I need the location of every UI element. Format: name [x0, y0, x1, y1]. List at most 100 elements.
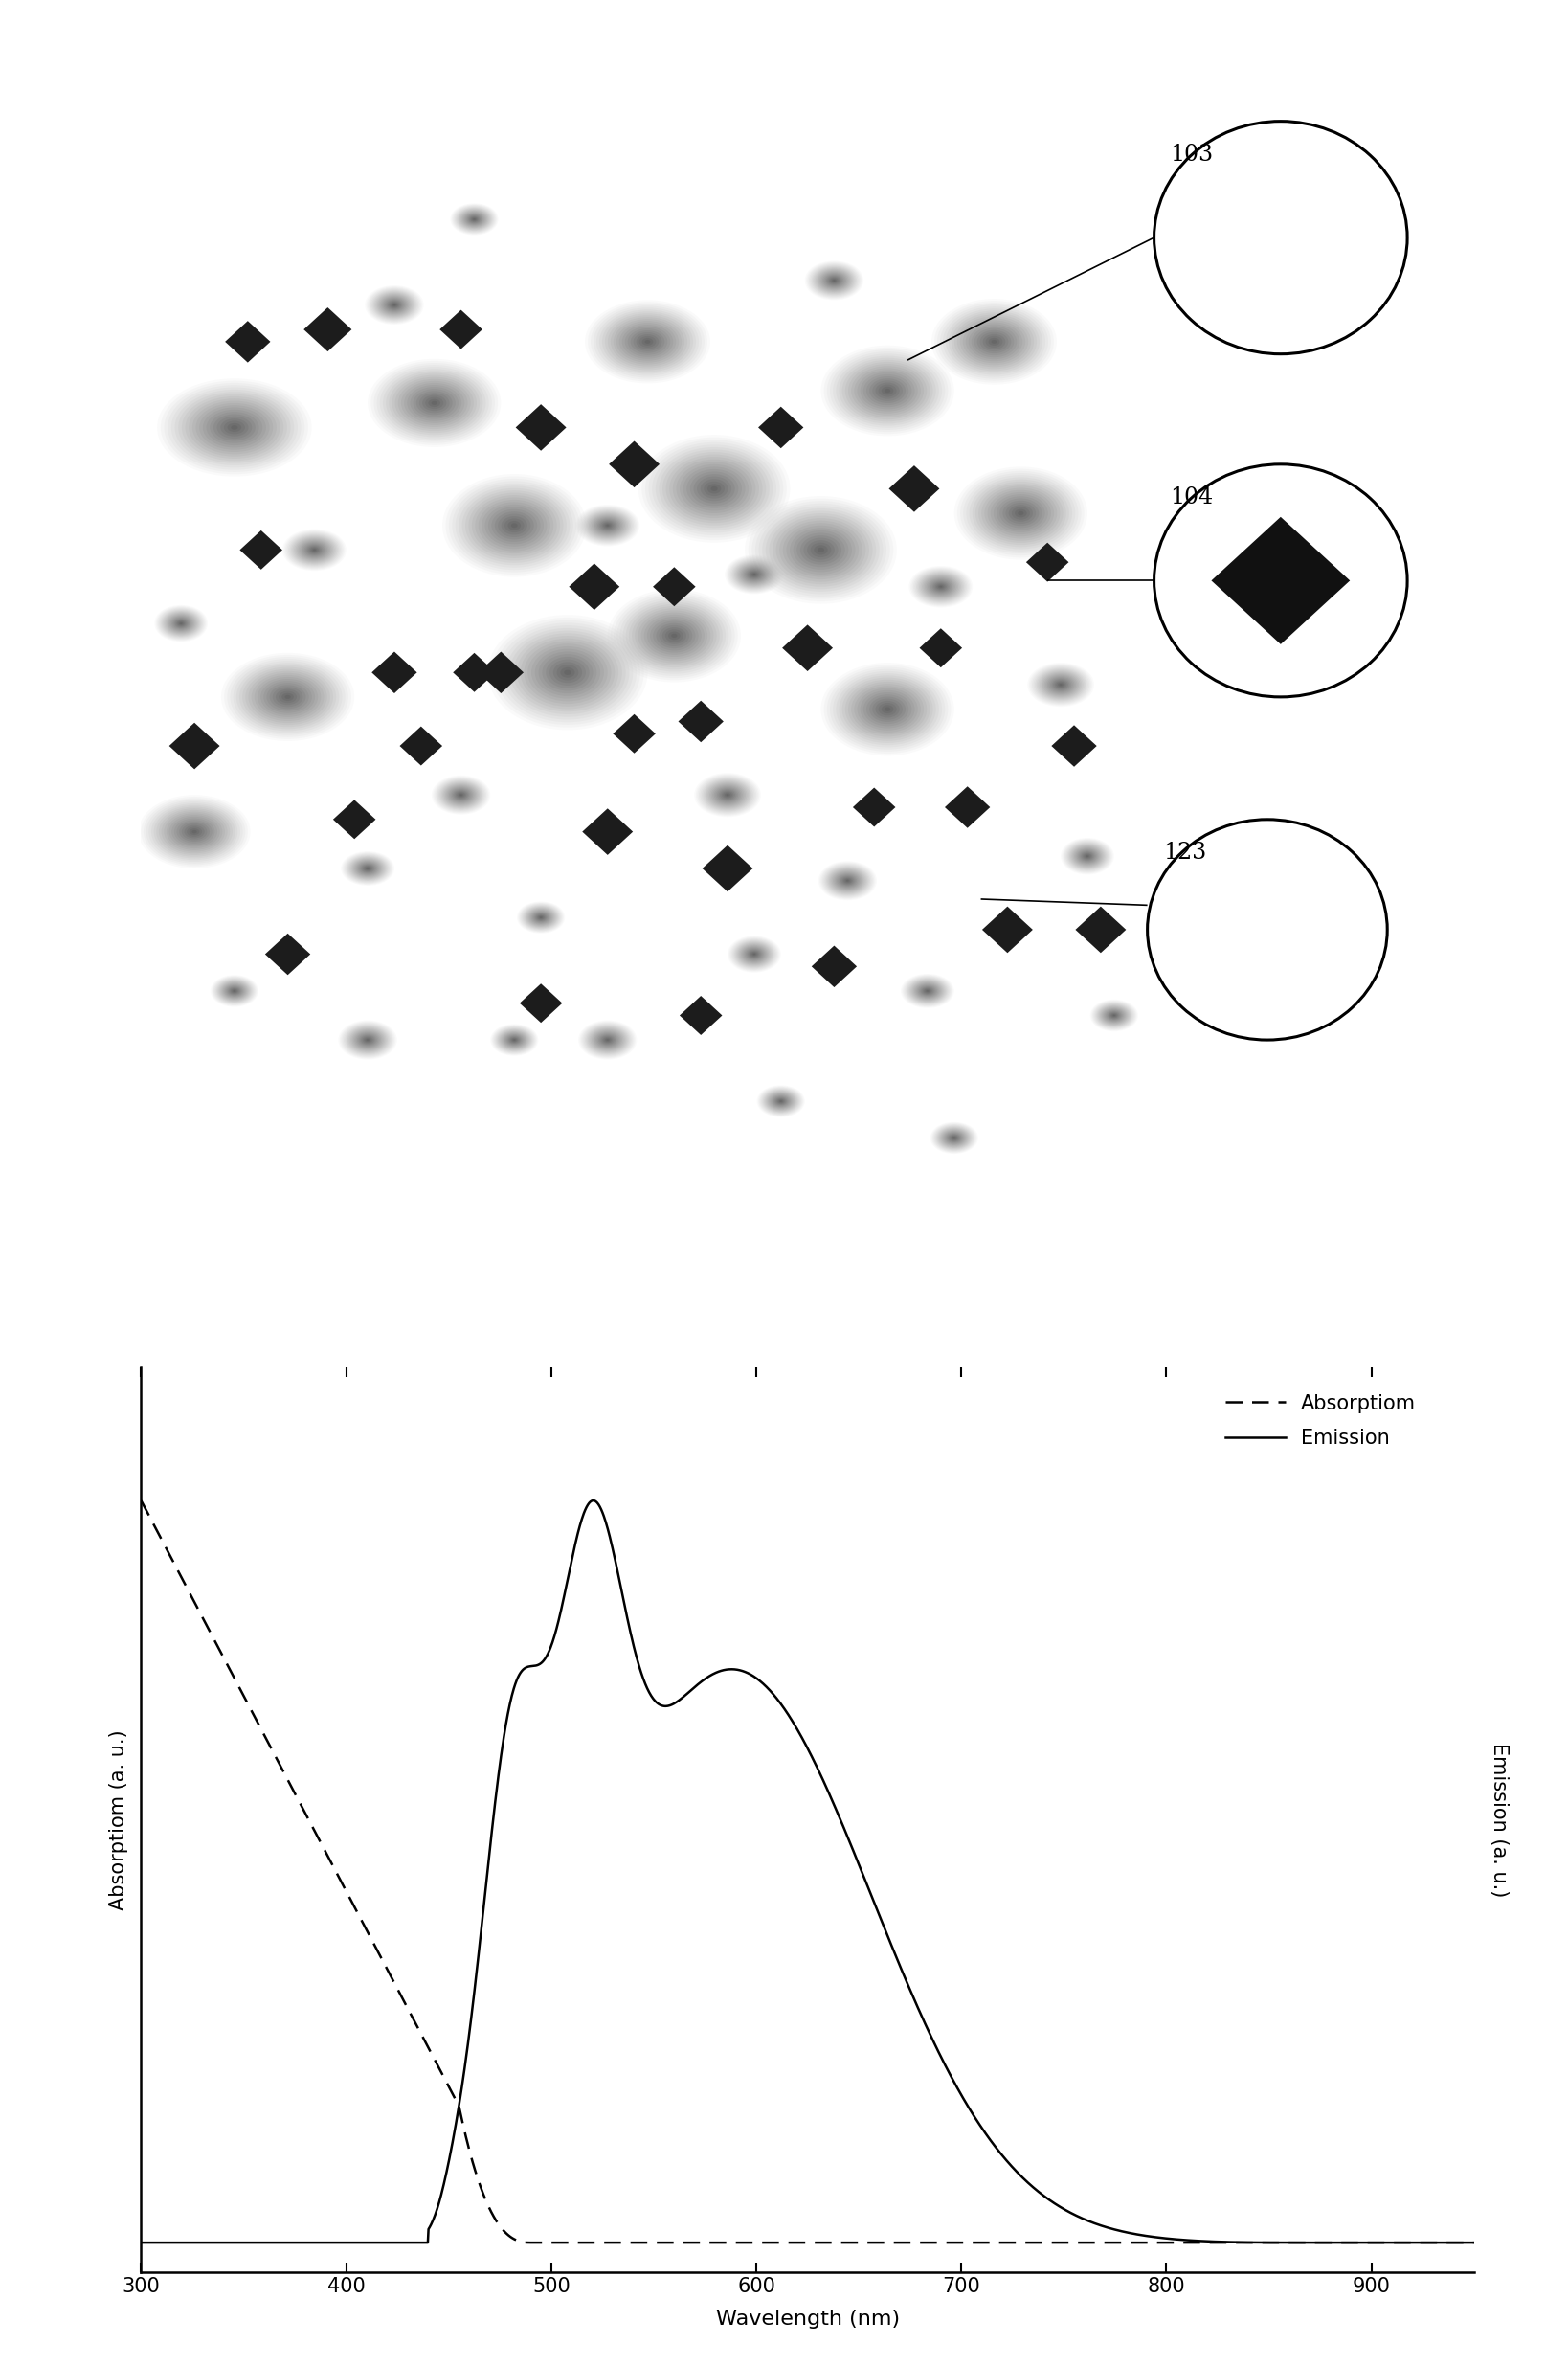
Ellipse shape [588, 1027, 627, 1053]
Ellipse shape [903, 975, 952, 1006]
Ellipse shape [1093, 1001, 1135, 1030]
Ellipse shape [144, 798, 245, 864]
Ellipse shape [949, 310, 1040, 374]
Ellipse shape [842, 360, 933, 421]
Ellipse shape [456, 206, 492, 232]
Ellipse shape [168, 386, 301, 469]
Ellipse shape [655, 623, 693, 649]
Ellipse shape [456, 793, 466, 798]
Ellipse shape [492, 1025, 536, 1053]
Ellipse shape [588, 514, 627, 537]
Ellipse shape [812, 265, 856, 296]
Ellipse shape [684, 466, 745, 511]
Ellipse shape [554, 663, 582, 684]
Ellipse shape [191, 831, 198, 833]
Polygon shape [400, 727, 442, 765]
Polygon shape [265, 933, 310, 975]
Ellipse shape [224, 985, 245, 997]
Ellipse shape [666, 454, 762, 523]
Ellipse shape [499, 514, 530, 537]
Ellipse shape [560, 667, 575, 677]
Ellipse shape [342, 852, 394, 885]
Ellipse shape [746, 949, 762, 961]
Ellipse shape [347, 854, 389, 883]
Ellipse shape [162, 611, 201, 637]
Ellipse shape [1071, 845, 1104, 866]
Ellipse shape [638, 436, 790, 542]
Ellipse shape [447, 786, 475, 805]
Ellipse shape [494, 1027, 535, 1053]
Ellipse shape [216, 417, 252, 438]
Ellipse shape [419, 393, 450, 412]
Ellipse shape [1090, 999, 1138, 1032]
Ellipse shape [1254, 925, 1279, 944]
Ellipse shape [775, 1096, 787, 1105]
Ellipse shape [743, 568, 765, 582]
Ellipse shape [767, 1091, 795, 1110]
Ellipse shape [1276, 244, 1284, 251]
Ellipse shape [227, 424, 241, 431]
Ellipse shape [629, 604, 720, 667]
Ellipse shape [491, 1025, 538, 1056]
Ellipse shape [453, 206, 495, 232]
Ellipse shape [1085, 854, 1090, 857]
Ellipse shape [687, 469, 742, 509]
Ellipse shape [811, 265, 858, 296]
Ellipse shape [746, 949, 762, 959]
Ellipse shape [307, 544, 321, 554]
Ellipse shape [820, 270, 848, 291]
Ellipse shape [872, 698, 903, 720]
Ellipse shape [485, 504, 544, 547]
Ellipse shape [1066, 840, 1109, 871]
Ellipse shape [1221, 902, 1312, 968]
Ellipse shape [524, 907, 558, 928]
Ellipse shape [1093, 1001, 1135, 1030]
Ellipse shape [437, 779, 485, 812]
Ellipse shape [1014, 509, 1027, 518]
Ellipse shape [960, 317, 1029, 365]
Ellipse shape [858, 369, 917, 412]
Ellipse shape [671, 634, 677, 637]
Ellipse shape [295, 537, 334, 563]
Ellipse shape [445, 783, 477, 805]
Ellipse shape [760, 1086, 801, 1115]
Ellipse shape [359, 864, 376, 873]
Ellipse shape [285, 696, 290, 698]
Ellipse shape [411, 386, 458, 419]
Ellipse shape [651, 618, 698, 653]
Ellipse shape [845, 878, 850, 883]
Ellipse shape [381, 296, 408, 315]
Ellipse shape [221, 653, 354, 741]
Ellipse shape [499, 1030, 530, 1051]
Ellipse shape [746, 568, 762, 580]
Ellipse shape [844, 878, 851, 883]
Ellipse shape [718, 788, 737, 800]
Polygon shape [569, 563, 619, 611]
Text: 104: 104 [1170, 485, 1214, 509]
Ellipse shape [213, 414, 256, 440]
Ellipse shape [939, 1129, 969, 1148]
Ellipse shape [510, 1037, 519, 1044]
Ellipse shape [350, 1027, 386, 1051]
Ellipse shape [633, 331, 662, 350]
Ellipse shape [1225, 204, 1338, 291]
Polygon shape [372, 651, 417, 694]
Ellipse shape [1242, 918, 1292, 954]
Ellipse shape [392, 374, 477, 431]
Ellipse shape [916, 982, 939, 999]
Ellipse shape [510, 630, 626, 715]
Ellipse shape [731, 937, 778, 970]
Ellipse shape [930, 580, 952, 594]
Ellipse shape [502, 516, 527, 535]
Ellipse shape [171, 618, 191, 630]
Polygon shape [582, 810, 633, 854]
Ellipse shape [924, 989, 931, 994]
Polygon shape [853, 788, 895, 826]
Ellipse shape [939, 305, 1049, 379]
Ellipse shape [1076, 847, 1099, 864]
Ellipse shape [878, 703, 897, 715]
Ellipse shape [364, 1037, 372, 1041]
Ellipse shape [372, 289, 417, 320]
Ellipse shape [1239, 215, 1322, 279]
Ellipse shape [367, 286, 422, 324]
